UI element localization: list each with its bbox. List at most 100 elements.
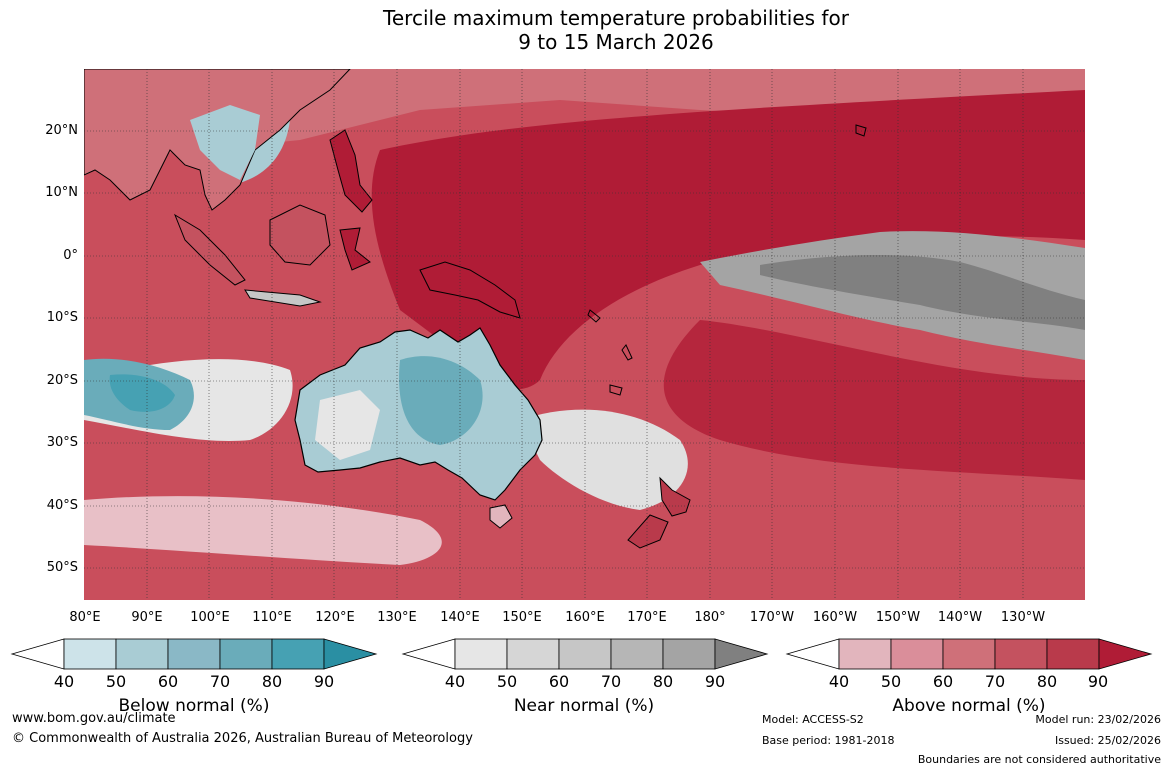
below-tick-70: 70 bbox=[209, 672, 231, 691]
lon-label-150e: 150°E bbox=[502, 610, 542, 625]
above-tick-70: 70 bbox=[984, 672, 1006, 691]
near-colorbar-segment-3 bbox=[558, 638, 612, 670]
lat-label-0: 0° bbox=[63, 248, 78, 263]
model-name: Model: ACCESS-S2 bbox=[762, 713, 864, 726]
below-colorbar-segment-1 bbox=[63, 638, 117, 670]
above-colorbar-low-extension bbox=[785, 638, 840, 670]
tasmania bbox=[489, 504, 513, 529]
above-colorbar-segment-5 bbox=[1046, 638, 1100, 670]
lon-label-130e: 130°E bbox=[377, 610, 417, 625]
below-tick-90: 90 bbox=[313, 672, 335, 691]
tropical-above-normal-region bbox=[371, 90, 1085, 390]
lat-label-40s: 40°S bbox=[46, 498, 78, 513]
lon-label-180: 180° bbox=[694, 610, 726, 625]
near-tick-60: 60 bbox=[548, 672, 570, 691]
tasman-near-normal-patch bbox=[520, 409, 688, 510]
above-normal-title: Above normal (%) bbox=[892, 696, 1046, 716]
fiji bbox=[609, 384, 623, 396]
lon-label-120e: 120°E bbox=[315, 610, 355, 625]
lon-label-110e: 110°E bbox=[252, 610, 292, 625]
lat-label-20s: 20°S bbox=[46, 373, 78, 388]
near-colorbar-segment-2 bbox=[506, 638, 560, 670]
southeast-pacific-region bbox=[663, 320, 1085, 480]
sumatra bbox=[173, 213, 246, 286]
above-tick-50: 50 bbox=[880, 672, 902, 691]
new-zealand-north-island bbox=[659, 476, 691, 517]
below-tick-40: 40 bbox=[53, 672, 75, 691]
near-normal-title: Near normal (%) bbox=[513, 696, 655, 716]
below-colorbar-high-extension bbox=[323, 638, 378, 670]
below-normal-colorbar bbox=[10, 638, 378, 670]
below-colorbar-segment-2 bbox=[115, 638, 169, 670]
copyright-notice: © Commonwealth of Australia 2026, Austra… bbox=[12, 731, 473, 746]
title-line-2: 9 to 15 March 2026 bbox=[518, 30, 714, 54]
hawaii bbox=[855, 124, 867, 137]
near-colorbar-low-extension bbox=[401, 638, 456, 670]
issued-date: Issued: 25/02/2026 bbox=[1054, 734, 1161, 747]
below-tick-50: 50 bbox=[105, 672, 127, 691]
lon-label-90e: 90°E bbox=[131, 610, 163, 625]
central-pacific-near-normal-core bbox=[760, 254, 1085, 330]
southern-ocean-light-band bbox=[84, 496, 442, 565]
near-tick-70: 70 bbox=[600, 672, 622, 691]
near-colorbar-segment-1 bbox=[454, 638, 508, 670]
lat-label-20n: 20°N bbox=[45, 123, 78, 138]
above-tick-90: 90 bbox=[1087, 672, 1109, 691]
lon-label-130w: 130°W bbox=[1000, 610, 1046, 625]
title-line-1: Tercile maximum temperature probabilitie… bbox=[383, 6, 849, 30]
above-colorbar-segment-3 bbox=[942, 638, 996, 670]
graticule bbox=[84, 69, 1085, 600]
new-zealand-south-island bbox=[627, 514, 669, 549]
boundaries-disclaimer: Boundaries are not considered authoritat… bbox=[917, 753, 1161, 766]
lon-label-140e: 140°E bbox=[440, 610, 480, 625]
probability-map bbox=[84, 69, 1085, 600]
below-colorbar-low-extension bbox=[10, 638, 65, 670]
near-tick-50: 50 bbox=[496, 672, 518, 691]
indochina-below-normal-region bbox=[190, 105, 260, 180]
lat-label-50s: 50°S bbox=[46, 560, 78, 575]
near-colorbar-segment-4 bbox=[610, 638, 664, 670]
western-australia-near-normal-patch bbox=[315, 390, 380, 460]
lon-label-160e: 160°E bbox=[565, 610, 605, 625]
above-tick-40: 40 bbox=[828, 672, 850, 691]
above-colorbar-segment-4 bbox=[994, 638, 1048, 670]
website-link[interactable]: www.bom.gov.au/climate bbox=[12, 711, 176, 726]
near-tick-40: 40 bbox=[444, 672, 466, 691]
lon-label-100e: 100°E bbox=[190, 610, 230, 625]
below-tick-60: 60 bbox=[157, 672, 179, 691]
chart-title: Tercile maximum temperature probabilitie… bbox=[0, 6, 1173, 54]
lat-label-10s: 10°S bbox=[46, 310, 78, 325]
near-tick-80: 80 bbox=[652, 672, 674, 691]
below-colorbar-segment-5 bbox=[271, 638, 325, 670]
lon-label-170w: 170°W bbox=[749, 610, 795, 625]
near-colorbar-high-extension bbox=[714, 638, 769, 670]
lon-label-140w: 140°W bbox=[937, 610, 983, 625]
below-tick-80: 80 bbox=[261, 672, 283, 691]
below-normal-title: Below normal (%) bbox=[118, 696, 270, 716]
java bbox=[244, 289, 322, 307]
below-colorbar-segment-3 bbox=[167, 638, 221, 670]
solomon-islands bbox=[587, 309, 601, 323]
base-period: Base period: 1981-2018 bbox=[762, 734, 895, 747]
indian-ocean-below-normal-core bbox=[109, 374, 175, 412]
central-australia-below-normal-patch bbox=[399, 356, 483, 445]
borneo bbox=[269, 204, 331, 266]
vanuatu bbox=[621, 344, 633, 361]
above-colorbar-high-extension bbox=[1098, 638, 1153, 670]
sulawesi bbox=[339, 227, 371, 271]
above-tick-60: 60 bbox=[932, 672, 954, 691]
lon-label-170e: 170°E bbox=[627, 610, 667, 625]
lon-label-80e: 80°E bbox=[69, 610, 101, 625]
north-mottled-region bbox=[84, 69, 1085, 160]
near-normal-colorbar bbox=[401, 638, 769, 670]
lon-label-150w: 150°W bbox=[875, 610, 921, 625]
above-colorbar-segment-1 bbox=[838, 638, 892, 670]
lon-label-160w: 160°W bbox=[812, 610, 858, 625]
near-tick-90: 90 bbox=[704, 672, 726, 691]
lat-label-10n: 10°N bbox=[45, 185, 78, 200]
below-colorbar-segment-4 bbox=[219, 638, 273, 670]
model-run-date: Model run: 23/02/2026 bbox=[1035, 713, 1161, 726]
above-normal-colorbar bbox=[785, 638, 1153, 670]
near-colorbar-segment-5 bbox=[662, 638, 716, 670]
philippines bbox=[329, 129, 373, 213]
